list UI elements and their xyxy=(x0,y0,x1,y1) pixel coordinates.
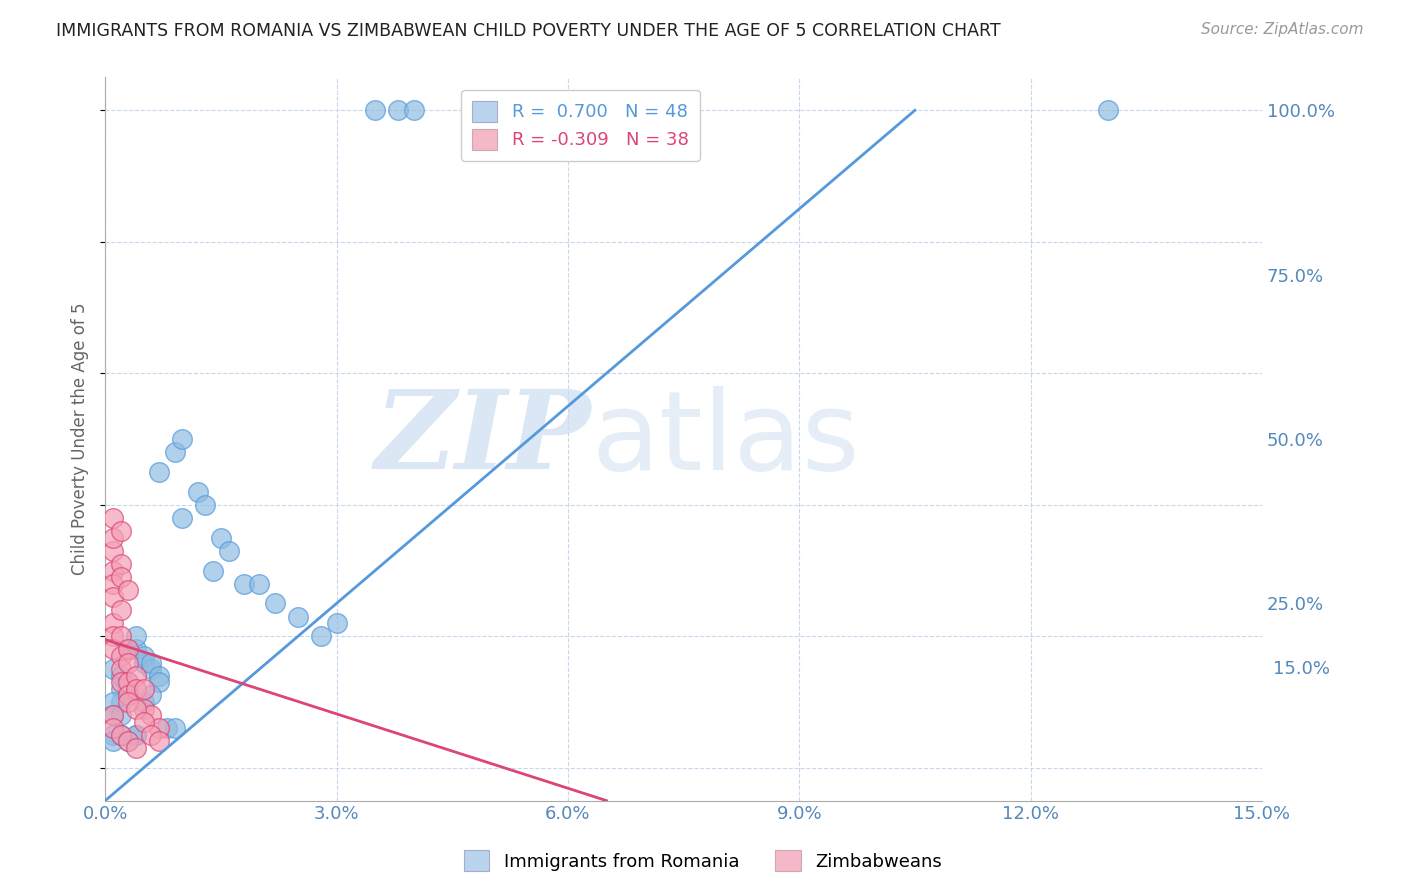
Text: atlas: atlas xyxy=(591,385,859,492)
Point xyxy=(101,576,124,591)
Point xyxy=(110,557,132,571)
Point xyxy=(141,656,163,670)
Point xyxy=(249,576,271,591)
Y-axis label: Child Poverty Under the Age of 5: Child Poverty Under the Age of 5 xyxy=(72,302,89,575)
Point xyxy=(364,103,387,118)
Point xyxy=(141,708,163,723)
Point xyxy=(110,570,132,584)
Point xyxy=(141,662,163,676)
Point xyxy=(233,576,256,591)
Point xyxy=(117,583,139,598)
Point xyxy=(101,531,124,545)
Point xyxy=(101,721,124,735)
Point xyxy=(402,103,425,118)
Point xyxy=(125,681,148,696)
Point xyxy=(209,531,232,545)
Point xyxy=(101,642,124,657)
Point xyxy=(101,564,124,578)
Point xyxy=(187,484,209,499)
Point xyxy=(125,669,148,683)
Point xyxy=(125,629,148,643)
Point xyxy=(101,662,124,676)
Point xyxy=(125,728,148,742)
Point xyxy=(202,564,225,578)
Point xyxy=(117,734,139,748)
Point xyxy=(117,734,139,748)
Point xyxy=(110,669,132,683)
Point xyxy=(101,629,124,643)
Text: 15.0%: 15.0% xyxy=(1272,660,1330,678)
Point xyxy=(110,662,132,676)
Point xyxy=(101,543,124,558)
Point xyxy=(101,616,124,631)
Point xyxy=(101,511,124,525)
Point xyxy=(110,675,132,690)
Point xyxy=(132,714,155,729)
Text: IMMIGRANTS FROM ROMANIA VS ZIMBABWEAN CHILD POVERTY UNDER THE AGE OF 5 CORRELATI: IMMIGRANTS FROM ROMANIA VS ZIMBABWEAN CH… xyxy=(56,22,1001,40)
Point xyxy=(110,728,132,742)
Point xyxy=(110,524,132,538)
Point xyxy=(132,681,155,696)
Point xyxy=(141,728,163,742)
Point xyxy=(163,445,186,459)
Point xyxy=(172,511,194,525)
Point xyxy=(101,708,124,723)
Point xyxy=(117,675,139,690)
Point xyxy=(117,689,139,703)
Point xyxy=(125,701,148,715)
Point xyxy=(1097,103,1119,118)
Point xyxy=(218,543,240,558)
Point xyxy=(148,734,170,748)
Point xyxy=(325,616,347,631)
Point xyxy=(148,669,170,683)
Point xyxy=(141,689,163,703)
Point xyxy=(110,681,132,696)
Legend: Immigrants from Romania, Zimbabweans: Immigrants from Romania, Zimbabweans xyxy=(457,843,949,879)
Point xyxy=(309,629,332,643)
Point xyxy=(132,656,155,670)
Point xyxy=(163,721,186,735)
Point xyxy=(117,642,139,657)
Point xyxy=(125,642,148,657)
Point xyxy=(148,465,170,479)
Legend: R =  0.700   N = 48, R = -0.309   N = 38: R = 0.700 N = 48, R = -0.309 N = 38 xyxy=(461,90,700,161)
Point xyxy=(148,675,170,690)
Point xyxy=(110,728,132,742)
Point xyxy=(132,701,155,715)
Point xyxy=(117,656,139,670)
Point xyxy=(110,603,132,617)
Point xyxy=(101,734,124,748)
Point xyxy=(132,648,155,663)
Point xyxy=(172,432,194,446)
Point xyxy=(101,590,124,604)
Point xyxy=(117,642,139,657)
Point xyxy=(125,728,148,742)
Point xyxy=(148,721,170,735)
Point xyxy=(110,695,132,709)
Point xyxy=(194,498,217,512)
Point xyxy=(117,681,139,696)
Point xyxy=(156,721,179,735)
Point xyxy=(387,103,409,118)
Point xyxy=(117,695,139,709)
Point xyxy=(110,648,132,663)
Text: Source: ZipAtlas.com: Source: ZipAtlas.com xyxy=(1201,22,1364,37)
Text: ZIP: ZIP xyxy=(374,385,591,492)
Point xyxy=(110,708,132,723)
Point xyxy=(263,596,285,610)
Point xyxy=(101,695,124,709)
Point xyxy=(101,728,124,742)
Point xyxy=(125,741,148,756)
Point xyxy=(101,708,124,723)
Point xyxy=(132,695,155,709)
Point xyxy=(117,689,139,703)
Point xyxy=(287,609,309,624)
Point xyxy=(110,629,132,643)
Point xyxy=(117,675,139,690)
